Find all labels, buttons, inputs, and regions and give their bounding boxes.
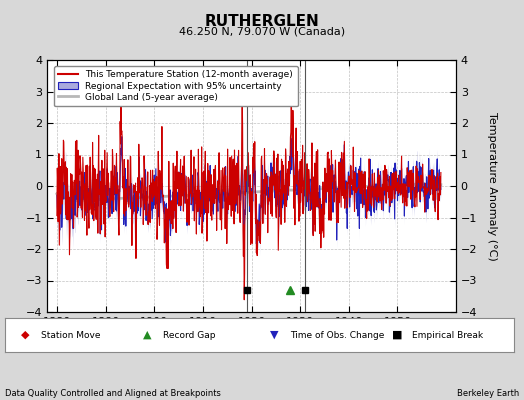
Legend: This Temperature Station (12-month average), Regional Expectation with 95% uncer: This Temperature Station (12-month avera… [54, 66, 298, 106]
Text: ◆: ◆ [20, 330, 29, 340]
Text: Empirical Break: Empirical Break [412, 330, 483, 340]
Text: Berkeley Earth: Berkeley Earth [456, 389, 519, 398]
Text: Data Quality Controlled and Aligned at Breakpoints: Data Quality Controlled and Aligned at B… [5, 389, 221, 398]
Text: ■: ■ [391, 330, 402, 340]
Text: Station Move: Station Move [41, 330, 100, 340]
Text: RUTHERGLEN: RUTHERGLEN [205, 14, 319, 29]
Text: ▲: ▲ [143, 330, 151, 340]
Text: ▼: ▼ [269, 330, 278, 340]
Text: Time of Obs. Change: Time of Obs. Change [290, 330, 384, 340]
Text: Record Gap: Record Gap [163, 330, 215, 340]
Text: 46.250 N, 79.070 W (Canada): 46.250 N, 79.070 W (Canada) [179, 26, 345, 36]
Y-axis label: Temperature Anomaly (°C): Temperature Anomaly (°C) [487, 112, 497, 260]
